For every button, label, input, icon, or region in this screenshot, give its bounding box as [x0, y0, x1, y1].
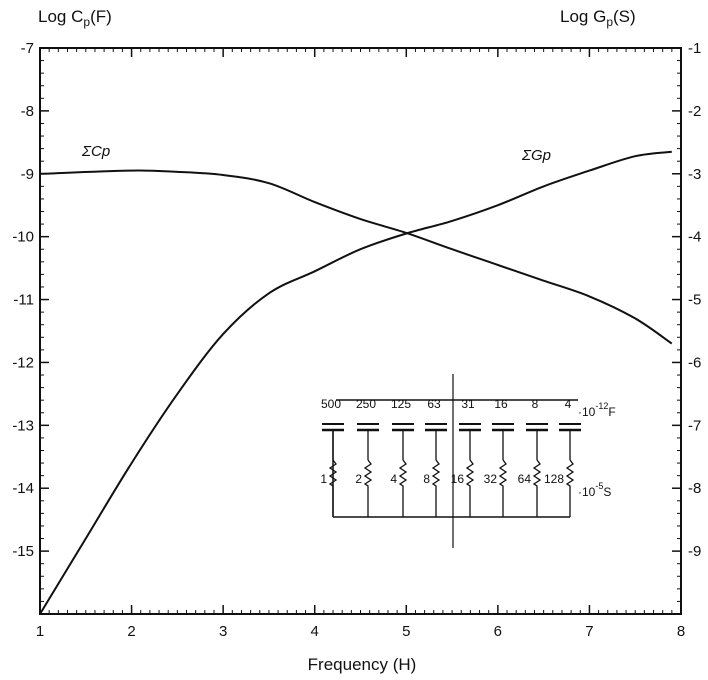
- capacitor-label: 8: [532, 397, 539, 411]
- x-tick-label: 5: [402, 623, 410, 640]
- left-tick-label: -14: [12, 480, 34, 497]
- right-tick-label: -3: [688, 166, 701, 183]
- x-tick-label: 1: [36, 623, 44, 640]
- conductance-unit: ·10-5S: [578, 481, 611, 499]
- series-label-cp: ΣCp: [81, 143, 110, 160]
- right-axis-title: Log Gp(S): [560, 7, 636, 29]
- capacitor-label: 4: [565, 397, 572, 411]
- x-axis-title: Frequency (H): [308, 655, 417, 674]
- circuit-inset: 500 1 250 2 125 4 63 8 31 16 16 32 8 64 4 128 ·10-12F ·…: [320, 374, 616, 548]
- conductance-label: 2: [355, 472, 362, 486]
- capacitor-label: 500: [321, 397, 341, 411]
- capacitor-unit: ·10-12F: [578, 401, 616, 419]
- x-tick-label: 2: [127, 623, 135, 640]
- x-tick-label: 6: [494, 623, 502, 640]
- series-label-gp: ΣGp: [521, 147, 551, 164]
- x-tick-label: 8: [677, 623, 685, 640]
- capacitor-label: 250: [356, 397, 376, 411]
- right-tick-label: -9: [688, 543, 701, 560]
- left-tick-label: -15: [12, 543, 34, 560]
- resistor-zigzag: [532, 459, 542, 517]
- conductance-label: 128: [544, 472, 564, 486]
- left-tick-label: -13: [12, 417, 34, 434]
- capacitor-label: 31: [461, 397, 475, 411]
- series-line-gp: [39, 150, 672, 615]
- resistor-zigzag: [363, 459, 373, 517]
- resistor-zigzag: [465, 459, 475, 517]
- conductance-label: 16: [451, 472, 465, 486]
- right-tick-label: -8: [688, 480, 701, 497]
- resistor-zigzag: [431, 459, 441, 517]
- resistor-zigzag: [498, 459, 508, 517]
- left-axis-title: Log Cp(F): [38, 7, 112, 29]
- right-tick-label: -6: [688, 354, 701, 371]
- x-tick-label: 7: [585, 623, 593, 640]
- capacitor-label: 16: [494, 397, 508, 411]
- right-tick-label: -5: [688, 292, 701, 309]
- left-tick-label: -12: [12, 354, 34, 371]
- conductance-label: 8: [423, 472, 430, 486]
- x-tick-label: 3: [219, 623, 227, 640]
- left-tick-label: -8: [21, 103, 34, 120]
- conductance-label: 64: [518, 472, 532, 486]
- plot-frame: [39, 47, 682, 615]
- right-tick-label: -1: [688, 40, 701, 57]
- conductance-label: 1: [320, 472, 327, 486]
- left-tick-label: -10: [12, 229, 34, 246]
- conductance-label: 32: [484, 472, 498, 486]
- right-tick-label: -7: [688, 417, 701, 434]
- resistor-zigzag: [565, 459, 575, 517]
- right-tick-label: -4: [688, 229, 701, 246]
- capacitor-label: 125: [391, 397, 411, 411]
- capacitor-label: 63: [427, 397, 441, 411]
- resistor-zigzag: [328, 459, 338, 517]
- x-tick-label: 4: [311, 623, 319, 640]
- conductance-label: 4: [390, 472, 397, 486]
- left-tick-label: -9: [21, 166, 34, 183]
- right-tick-label: -2: [688, 103, 701, 120]
- left-tick-label: -11: [13, 292, 34, 309]
- resistor-zigzag: [398, 459, 408, 517]
- series-line-cp: [39, 169, 673, 345]
- left-tick-label: -7: [21, 40, 34, 57]
